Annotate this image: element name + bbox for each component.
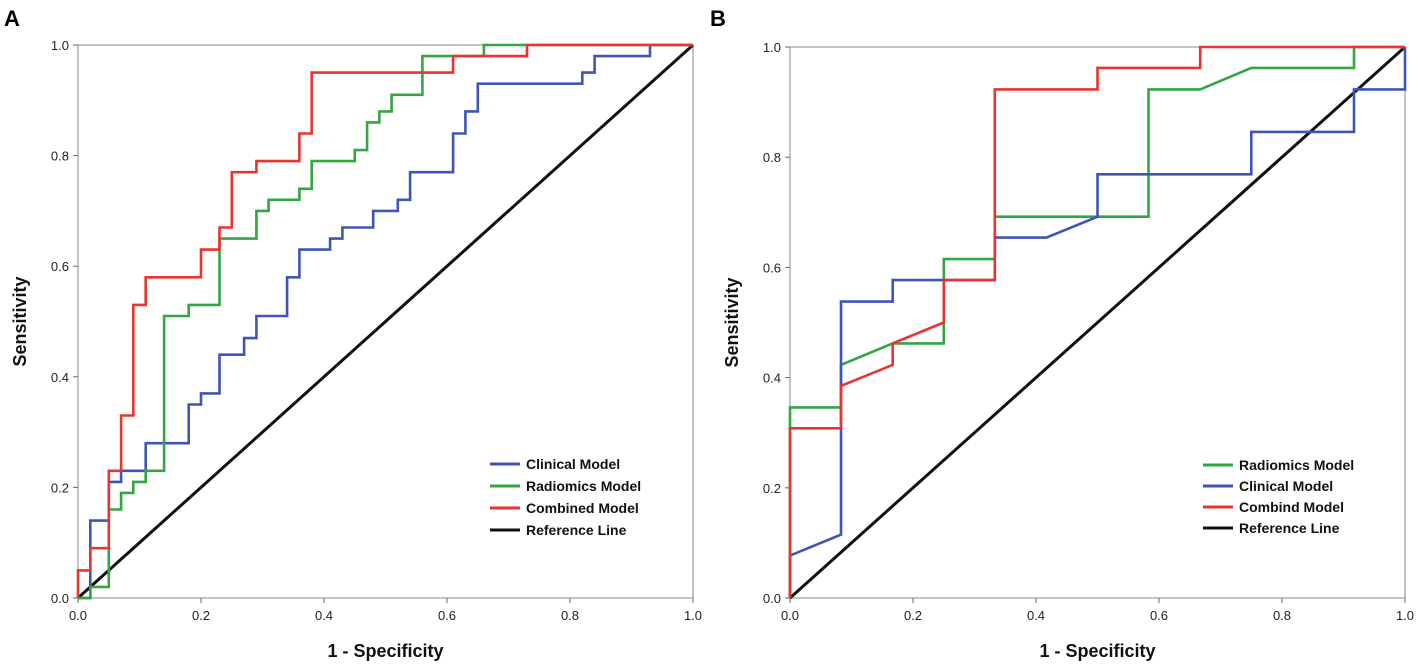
legend-label-radiomics-model: Radiomics Model (1239, 457, 1354, 473)
x-tick-label: 0.8 (1273, 608, 1291, 623)
legend-label-radiomics-model: Radiomics Model (526, 478, 641, 494)
series-line-combind-model (788, 45, 1405, 598)
legend: Clinical Model Radiomics Model Combined Mo… (484, 452, 654, 544)
series-line-radiomics-model (78, 43, 693, 600)
y-tick-label: 0.6 (763, 260, 781, 275)
x-tick-label: 0.8 (561, 608, 579, 623)
y-tick-label: 0.2 (763, 481, 781, 496)
series-line-clinical-model (788, 47, 1407, 598)
x-tick-label: 0.0 (781, 608, 799, 623)
legend-label-reference-line: Reference Line (1239, 520, 1340, 536)
roc-panel-b: B 0.0 0.2 0.4 0.6 0.8 1.0 0.0 0.2 0.4 0.6 0.8 1.0 1 -… (710, 6, 1414, 661)
y-tick-label: 0.4 (763, 371, 781, 386)
y-tick-label: 0.8 (51, 149, 69, 164)
y-tick-label: 1.0 (763, 40, 781, 55)
panel-label: A (4, 6, 20, 31)
y-tick-label: 1.0 (51, 38, 69, 53)
series-line-reference-line (76, 43, 695, 600)
x-axis-label: 1 - Specificity (327, 641, 443, 661)
y-axis-label: Sensitivity (10, 276, 30, 366)
x-tick-label: 0.6 (1150, 608, 1168, 623)
y-tick-label: 0.4 (51, 370, 69, 385)
series-line-reference-line (788, 45, 1407, 600)
x-tick-label: 0.4 (1027, 608, 1045, 623)
x-tick-label: 1.0 (684, 608, 702, 623)
y-tick-label: 0.0 (51, 591, 69, 606)
y-tick-label: 0.6 (51, 259, 69, 274)
legend: Radiomics Model Clinical Model Combind Mod… (1197, 453, 1382, 541)
legend-background (1197, 453, 1382, 541)
series-line-clinical-model (78, 43, 693, 600)
x-tick-label: 0.6 (438, 608, 456, 623)
series-line-combined-model (76, 43, 693, 598)
x-tick-label: 0.0 (69, 608, 87, 623)
legend-label-reference-line: Reference Line (526, 522, 627, 538)
legend-label-combined-model: Combined Model (526, 500, 639, 516)
y-axis-label: Sensitivity (722, 277, 742, 367)
x-tick-label: 1.0 (1396, 608, 1414, 623)
x-tick-label: 0.2 (192, 608, 210, 623)
x-tick-label: 0.4 (315, 608, 333, 623)
x-tick-label: 0.2 (904, 608, 922, 623)
panel-label: B (710, 6, 726, 31)
x-axis-label: 1 - Specificity (1039, 641, 1155, 661)
legend-label-clinical-model: Clinical Model (1239, 478, 1333, 494)
roc-panel-a: A 0.0 0.2 0.4 0.6 0.8 1.0 0.0 0.2 0.4 0.6 0.8 1.0 1 -… (4, 6, 702, 661)
legend-label-clinical-model: Clinical Model (526, 456, 620, 472)
y-tick-label: 0.0 (763, 591, 781, 606)
y-tick-label: 0.2 (51, 480, 69, 495)
y-tick-label: 0.8 (763, 150, 781, 165)
legend-label-combind-model: Combind Model (1239, 499, 1344, 515)
